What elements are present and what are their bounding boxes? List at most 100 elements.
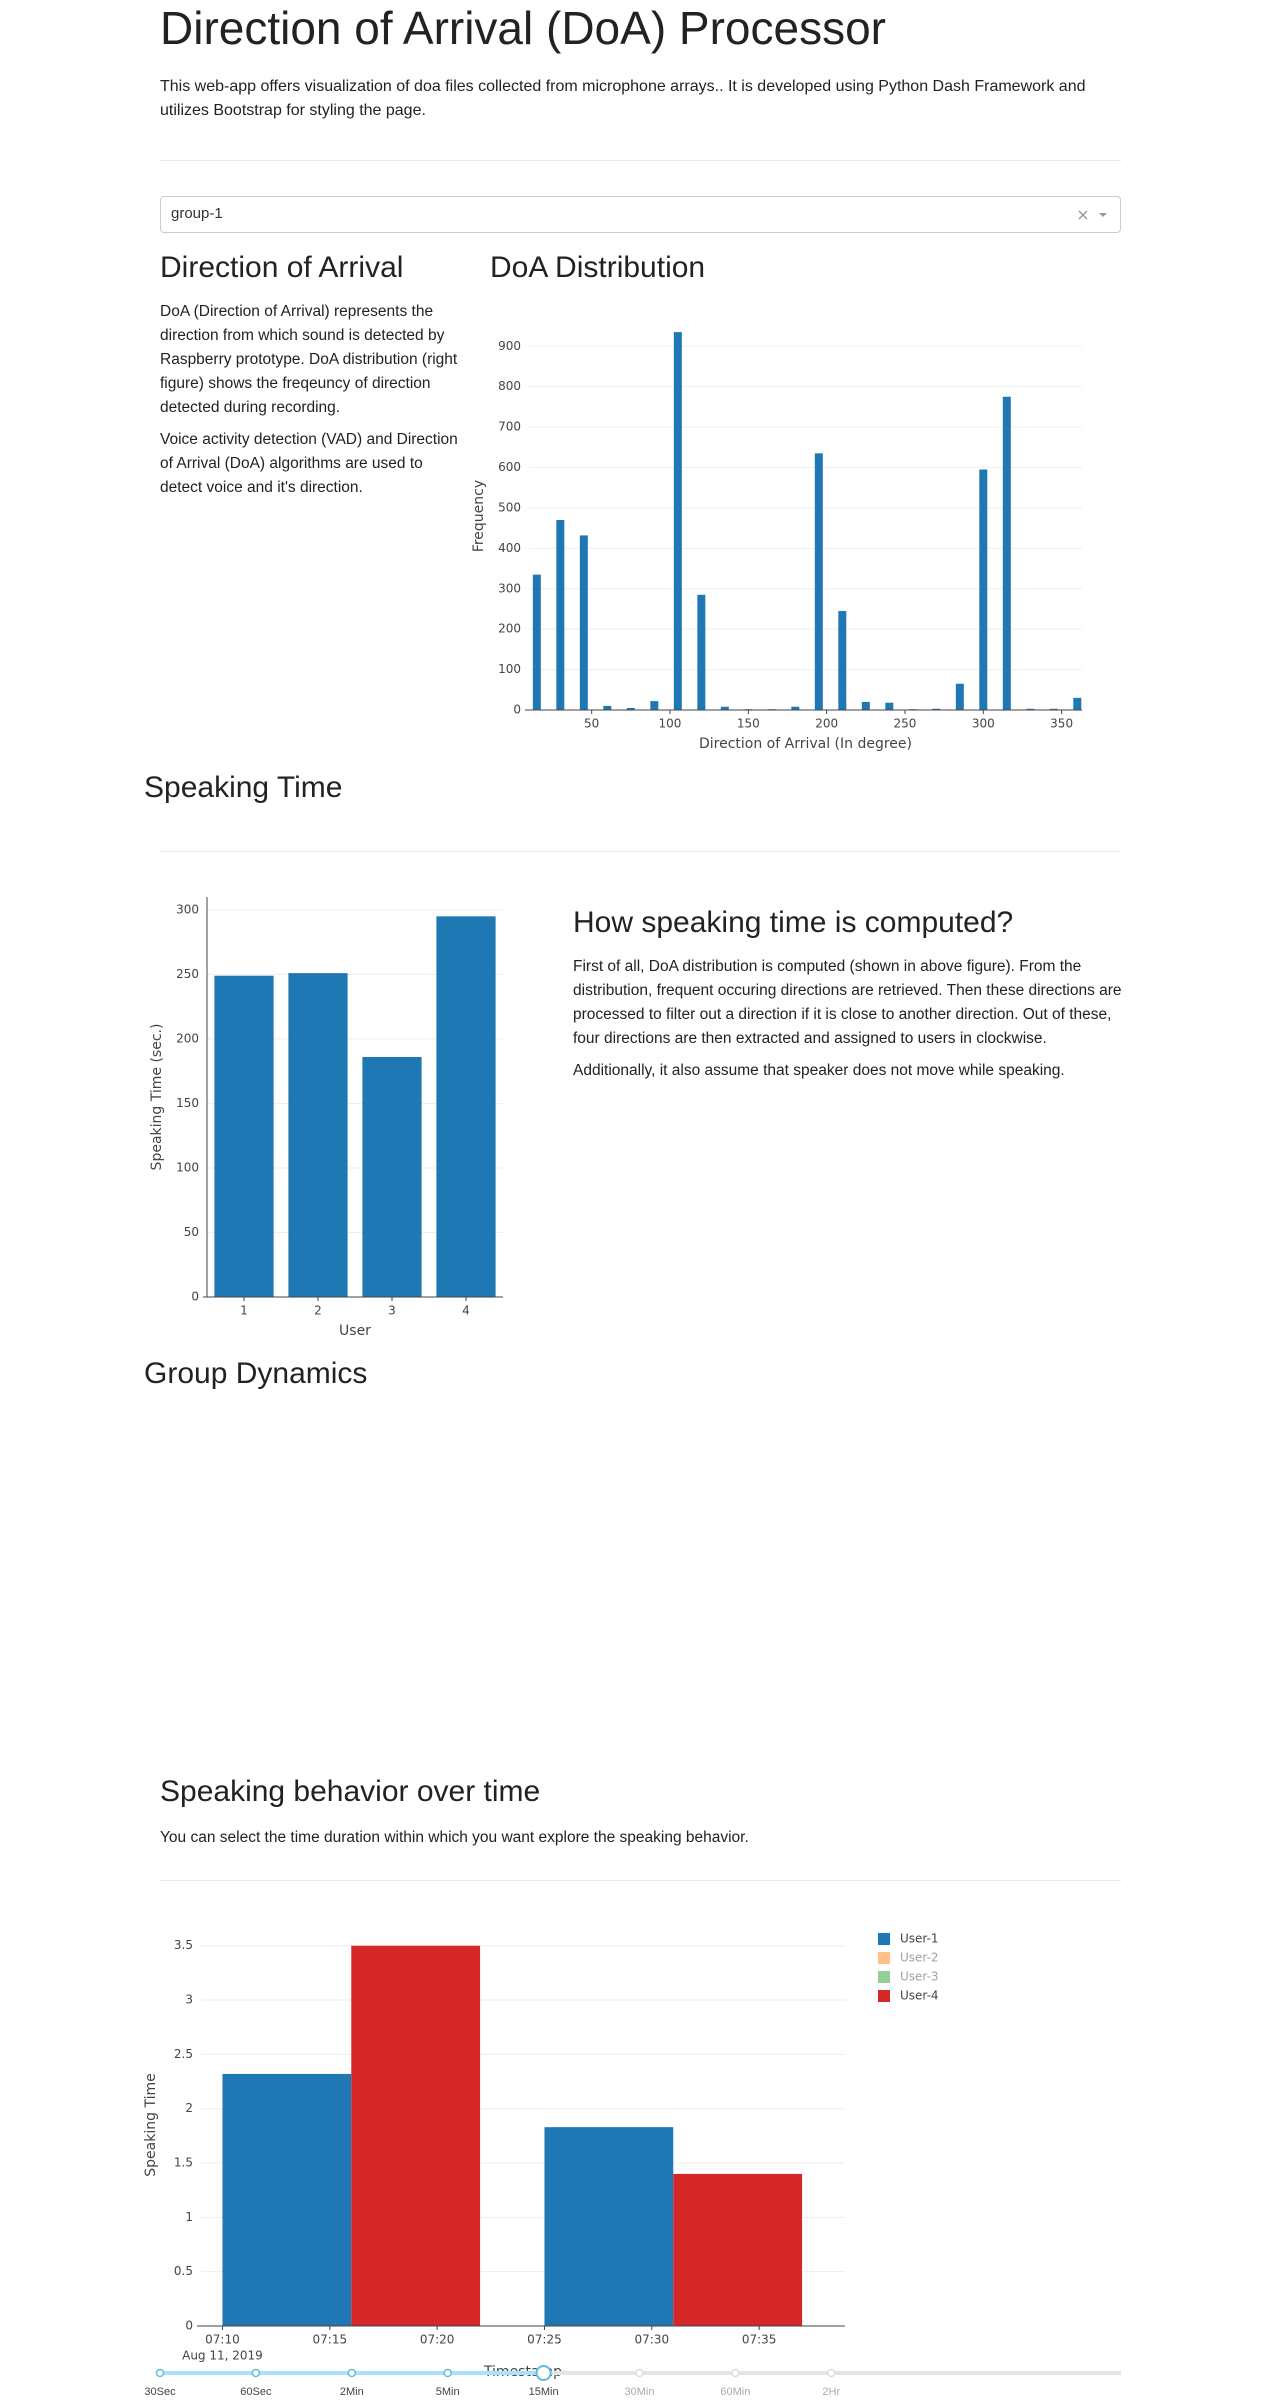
x-tick-label: 07:15 bbox=[313, 2333, 348, 2347]
page-title: Direction of Arrival (DoA) Processor bbox=[160, 2, 886, 54]
x-tick-label: 07:30 bbox=[635, 2333, 670, 2347]
slider-label[interactable]: 30Sec bbox=[144, 2386, 176, 2398]
paragraph: DoA (Direction of Arrival) represents th… bbox=[160, 303, 458, 416]
clear-icon[interactable] bbox=[1078, 210, 1088, 220]
bar bbox=[861, 701, 870, 710]
bar bbox=[603, 705, 612, 710]
y-tick-label: 100 bbox=[176, 1160, 199, 1174]
divider bbox=[160, 160, 1121, 161]
y-tick-label: 2.5 bbox=[174, 2047, 193, 2061]
x-tick-label: 07:25 bbox=[527, 2333, 562, 2347]
legend-label[interactable]: User-1 bbox=[900, 1932, 939, 1946]
bar bbox=[351, 1945, 481, 2326]
bar bbox=[288, 973, 348, 1297]
slider-label[interactable]: 60Sec bbox=[240, 2386, 272, 2398]
bar bbox=[556, 520, 565, 710]
legend-swatch[interactable] bbox=[878, 1971, 890, 1983]
y-tick-label: 0.5 bbox=[174, 2264, 193, 2278]
bar bbox=[1049, 708, 1058, 710]
bar bbox=[362, 1057, 422, 1297]
bar bbox=[214, 975, 274, 1297]
slider-label[interactable]: 5Min bbox=[436, 2386, 460, 2398]
y-tick-label: 200 bbox=[498, 622, 521, 636]
explanation-text: First of all, DoA distribution is comput… bbox=[573, 955, 1123, 1091]
x-tick-label: 07:35 bbox=[742, 2333, 777, 2347]
bar bbox=[673, 332, 682, 710]
paragraph: Voice activity detection (VAD) and Direc… bbox=[160, 431, 458, 496]
divider bbox=[160, 851, 1121, 852]
slider-label[interactable]: 60Min bbox=[720, 2386, 750, 2398]
y-tick-label: 700 bbox=[498, 420, 521, 434]
divider bbox=[160, 1880, 1121, 1881]
slider-label[interactable]: 2Min bbox=[340, 2386, 364, 2398]
x-tick-label: 3 bbox=[388, 1304, 396, 1318]
y-tick-label: 400 bbox=[498, 541, 521, 555]
slider-label[interactable]: 15Min bbox=[529, 2386, 559, 2398]
doa-text: DoA (Direction of Arrival) represents th… bbox=[160, 300, 460, 508]
bar bbox=[579, 535, 588, 710]
legend-swatch[interactable] bbox=[878, 1990, 890, 2002]
y-tick-label: 2 bbox=[185, 2101, 193, 2115]
bar bbox=[955, 683, 964, 710]
x-axis-title: User bbox=[339, 1323, 371, 1339]
dropdown-value: group-1 bbox=[171, 205, 223, 222]
slider-dot[interactable] bbox=[635, 2368, 644, 2378]
bar bbox=[979, 469, 988, 710]
slider-dot[interactable] bbox=[827, 2368, 836, 2378]
section-heading: Group Dynamics bbox=[144, 1357, 368, 1390]
section-heading: How speaking time is computed? bbox=[573, 906, 1014, 939]
y-tick-label: 0 bbox=[185, 2319, 193, 2333]
slider-dot[interactable] bbox=[443, 2368, 452, 2378]
y-tick-label: 3.5 bbox=[174, 1938, 193, 1952]
x-tick-label: 07:10 bbox=[205, 2333, 240, 2347]
x-tick-label: 300 bbox=[972, 717, 995, 731]
slider-dot[interactable] bbox=[347, 2368, 357, 2378]
x-tick-label: 50 bbox=[584, 717, 599, 731]
slider-dot[interactable] bbox=[251, 2368, 261, 2378]
bar bbox=[838, 610, 847, 710]
y-tick-label: 100 bbox=[498, 662, 521, 676]
x-date-label: Aug 11, 2019 bbox=[182, 2349, 263, 2363]
slider-dot[interactable] bbox=[731, 2368, 740, 2378]
bar bbox=[436, 916, 496, 1297]
y-tick-label: 150 bbox=[176, 1096, 199, 1110]
y-tick-label: 500 bbox=[498, 500, 521, 514]
x-axis-title: Direction of Arrival (In degree) bbox=[699, 736, 912, 752]
y-axis-title: Speaking Time (sec.) bbox=[149, 1024, 165, 1171]
slider-label[interactable]: 30Min bbox=[625, 2386, 655, 2398]
x-tick-label: 4 bbox=[462, 1304, 470, 1318]
section-heading: Speaking Time bbox=[144, 771, 343, 804]
bar bbox=[791, 706, 800, 710]
bar bbox=[532, 574, 541, 710]
section-heading: Speaking behavior over time bbox=[160, 1775, 541, 1808]
x-tick-label: 100 bbox=[659, 717, 682, 731]
slider-dot[interactable] bbox=[155, 2368, 165, 2378]
x-tick-label: 1 bbox=[240, 1304, 248, 1318]
y-tick-label: 300 bbox=[498, 581, 521, 595]
y-tick-label: 0 bbox=[513, 703, 521, 717]
legend-label[interactable]: User-2 bbox=[900, 1951, 939, 1965]
y-axis-title: Speaking Time bbox=[143, 2073, 159, 2176]
legend-label[interactable]: User-3 bbox=[900, 1970, 939, 1984]
legend-label[interactable]: User-4 bbox=[900, 1989, 939, 2003]
y-axis-title: Frequency bbox=[471, 480, 487, 552]
y-tick-label: 600 bbox=[498, 460, 521, 474]
bar bbox=[720, 706, 729, 710]
legend-swatch[interactable] bbox=[878, 1933, 890, 1945]
page-description: This web-app offers visualization of doa… bbox=[160, 78, 1086, 119]
bar bbox=[932, 708, 941, 710]
x-tick-label: 350 bbox=[1050, 717, 1073, 731]
y-tick-label: 800 bbox=[498, 379, 521, 393]
x-tick-label: 250 bbox=[894, 717, 917, 731]
bar bbox=[885, 702, 894, 710]
slider-label[interactable]: 2Hr bbox=[822, 2386, 840, 2398]
paragraph: Additionally, it also assume that speake… bbox=[573, 1062, 1065, 1079]
bar bbox=[1002, 396, 1011, 710]
group-dropdown[interactable]: group-1 bbox=[160, 196, 1121, 233]
caret-icon[interactable] bbox=[1099, 213, 1107, 217]
legend-swatch[interactable] bbox=[878, 1952, 890, 1964]
dropdown-icons bbox=[1078, 210, 1107, 220]
slider-dot[interactable] bbox=[535, 2365, 552, 2381]
y-tick-label: 300 bbox=[176, 902, 199, 916]
